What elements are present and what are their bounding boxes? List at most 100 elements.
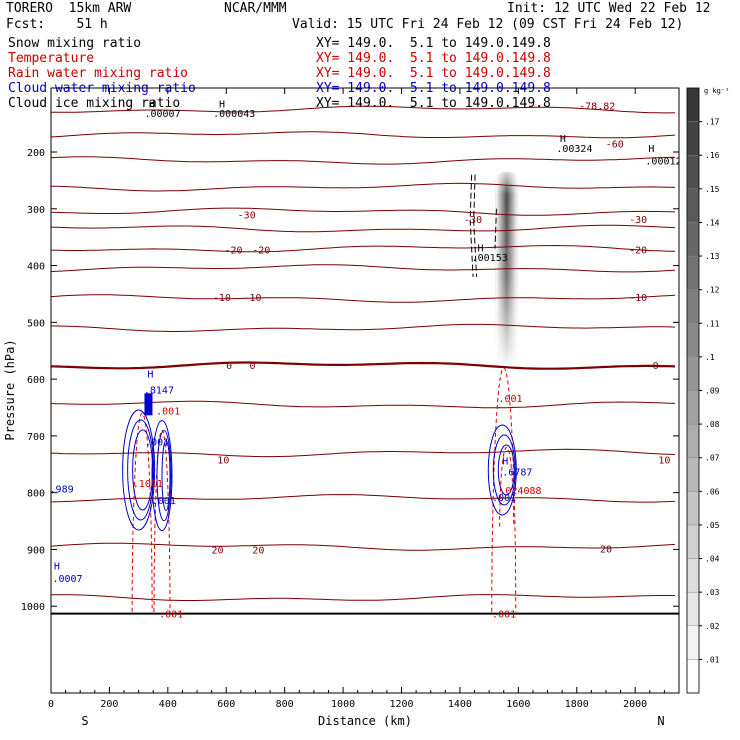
- field-name-snow: Snow mixing ratio: [8, 36, 142, 51]
- field-xy-temperature: XY= 149.0. 5.1 to 149.0.149.8: [316, 51, 551, 66]
- colorbar-segment-3: [686, 558, 700, 593]
- isotherm-label-5: -20: [629, 246, 647, 257]
- rain-contour-west-2: [153, 429, 171, 612]
- y-tick-label-8: 1000: [21, 602, 45, 613]
- isotherm-10: [51, 448, 676, 458]
- colorbar-tick-label-7: .08: [705, 420, 720, 429]
- isotherm-label-6: -10: [213, 293, 231, 304]
- isotherm-label-10: 0: [250, 361, 256, 372]
- colorbar-segment-6: [686, 457, 700, 492]
- colorbar-segment-8: [686, 390, 700, 425]
- colorbar-tick-label-5: .06: [705, 487, 720, 496]
- x-tick-label-10: 2000: [623, 699, 647, 710]
- colorbar-tick-label-6: .07: [705, 454, 720, 463]
- extremum-label-20: .001: [492, 610, 516, 621]
- y-axis-label: Pressure (hPa): [3, 339, 17, 440]
- extremum-label-8: .0007: [52, 574, 82, 585]
- colorbar-segment-9: [686, 356, 700, 391]
- x-tick-label-9: 1800: [565, 699, 589, 710]
- isotherm--30: [51, 207, 676, 216]
- field-xy-rain: XY= 149.0. 5.1 to 149.0.149.8: [316, 66, 551, 81]
- isotherm-label-3: -20: [225, 246, 243, 257]
- extremum-label-22: H: [149, 100, 155, 111]
- colorbar-segment-1: [686, 625, 700, 660]
- x-tick-label-3: 600: [217, 699, 235, 710]
- isotherm--20: [51, 244, 676, 253]
- colorbar: .01 .02 .03 .04 .05 .06 .07 .08 .09 .1 .11 .12 .13 .1…: [686, 87, 720, 694]
- x-tick-label-4: 800: [276, 699, 294, 710]
- colorbar-tick-label-16: .17: [705, 118, 720, 127]
- colorbar-tick-label-2: .03: [705, 588, 720, 597]
- isotherm--50: [51, 156, 676, 165]
- extremum-label-10: .00153: [472, 253, 508, 264]
- field-xy-snow: XY= 149.0. 5.1 to 149.0.149.8: [316, 36, 551, 51]
- cloud-water-west-a-2: [132, 429, 154, 511]
- isotherm-label-2: -30: [629, 215, 647, 226]
- extremum-label-16: H: [502, 456, 508, 467]
- x-tick-label-5: 1000: [331, 699, 355, 710]
- colorbar-unit: g kg⁻¹: [704, 87, 729, 95]
- colorbar-segment-10: [686, 323, 700, 358]
- rain-contour-west-1: [131, 412, 153, 612]
- x-tick-label-1: 200: [100, 699, 118, 710]
- x-tick-label-7: 1400: [448, 699, 472, 710]
- colorbar-tick-label-4: .05: [705, 521, 720, 530]
- isotherm-label-0: -30: [238, 210, 256, 221]
- extremum-label-11: H: [560, 134, 566, 145]
- extremum-label-12: .00324: [556, 144, 592, 155]
- extremum-label-18: .024088: [499, 486, 541, 497]
- isotherm-5: [51, 400, 676, 409]
- isotherm-20: [51, 542, 676, 551]
- y-tick-label-2: 400: [27, 262, 45, 273]
- field-name-cloud-ice: Cloud ice mixing ratio: [8, 96, 181, 111]
- cloud-ice-contour-c: [494, 208, 497, 249]
- cloud-ice-contour-a: [469, 174, 474, 277]
- extremum-label-0: H: [147, 369, 153, 380]
- colorbar-segment-14: [686, 188, 700, 223]
- extremum-label-19: .001: [492, 493, 516, 504]
- isotherm-label-11: 0: [653, 361, 659, 372]
- y-tick-label-0: 200: [27, 148, 45, 159]
- cloud-water-west-a-0: [122, 409, 156, 531]
- isotherm-label-4: -20: [252, 246, 270, 257]
- cloud-water-core-west: [144, 393, 153, 416]
- init-time: Init: 12 UTC Wed 22 Feb 12: [507, 1, 711, 16]
- cloud-water-west-b-2: [161, 440, 171, 512]
- forecast-hour: Fcst: 51 h: [6, 17, 108, 32]
- isotherm-label-17: -60: [606, 139, 624, 150]
- cloud-water-east-0: [487, 424, 517, 516]
- y-tick-label-4: 600: [27, 375, 45, 386]
- extremum-label-3: .001: [145, 438, 169, 449]
- colorbar-segment-17: [686, 87, 700, 122]
- colorbar-tick-label-0: .01: [705, 655, 720, 664]
- x-axis-right-end: N: [657, 714, 664, 728]
- extremum-label-15: .001: [498, 394, 522, 405]
- y-tick-label-3: 500: [27, 318, 45, 329]
- x-tick-label-0: 0: [48, 699, 54, 710]
- y-tick-label-5: 700: [27, 432, 45, 443]
- extremum-label-14: .00012: [645, 156, 681, 167]
- colorbar-segment-11: [686, 289, 700, 324]
- field-name-rain: Rain water mixing ratio: [8, 66, 189, 81]
- isotherm-label-16: 20: [600, 544, 612, 555]
- extremum-label-17: .6787: [502, 468, 532, 479]
- colorbar-segment-16: [686, 121, 700, 156]
- isotherm-label-15: 20: [252, 545, 264, 556]
- colorbar-segment-13: [686, 222, 700, 257]
- isotherm--5: [51, 323, 676, 332]
- colorbar-segment-5: [686, 491, 700, 526]
- isotherm-0: [51, 361, 676, 370]
- extremum-label-21: .001: [159, 610, 183, 621]
- colorbar-segment-15: [686, 155, 700, 190]
- colorbar-tick-label-9: .1: [705, 353, 715, 362]
- colorbar-segment-0: [686, 659, 700, 694]
- extremum-label-6: .989: [50, 485, 74, 496]
- colorbar-tick-label-3: .04: [705, 555, 720, 564]
- isotherm--40: [51, 182, 676, 192]
- extremum-label-9: H: [477, 243, 483, 254]
- extremum-label-25: .000043: [213, 109, 255, 120]
- isotherm-label-8: -10: [629, 293, 647, 304]
- extremum-label-7: H: [54, 561, 60, 572]
